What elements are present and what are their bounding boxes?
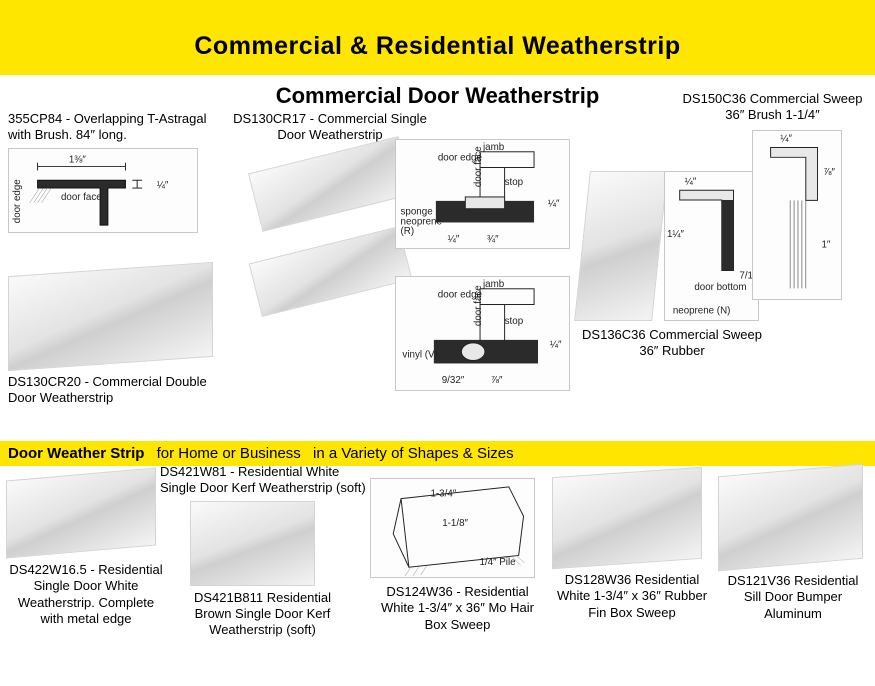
product-ds150c36: DS150C36 Commercial Sweep 36″ Brush 1-1/… [680, 91, 865, 300]
product-label: 355CP84 - Overlapping T-Astragal with Br… [8, 111, 208, 144]
svg-text:vinyl (V): vinyl (V) [402, 350, 437, 361]
product-photo [8, 262, 213, 371]
product-label: DS150C36 Commercial Sweep 36″ Brush 1-1/… [680, 91, 865, 124]
product-photo [248, 136, 413, 232]
svg-text:¼″: ¼″ [548, 199, 560, 210]
product-photo [574, 171, 668, 321]
diagram-ds124w36: 1-3/4″ 1-1/8″ 1/4″ Pile [370, 478, 535, 578]
svg-text:jamb: jamb [482, 142, 505, 153]
svg-text:⅞″: ⅞″ [491, 375, 503, 386]
svg-text:jamb: jamb [482, 279, 505, 290]
product-photo [552, 467, 702, 569]
svg-text:door face: door face [61, 191, 102, 202]
svg-text:¼″: ¼″ [448, 234, 460, 245]
banner-mid: Door Weather Strip for Home or Business … [0, 441, 875, 466]
svg-text:1/4″ Pile: 1/4″ Pile [479, 557, 516, 568]
product-photo [6, 467, 156, 558]
product-label: DS124W36 - Residential White 1-3/4″ x 36… [370, 584, 545, 633]
product-label: DS121V36 Residential Sill Door Bumper Al… [718, 573, 868, 622]
product-ds128w36: DS128W36 Residential White 1-3/4″ x 36″ … [552, 472, 712, 621]
banner-mid-seg3: in a Variety of Shapes & Sizes [313, 445, 514, 462]
product-label: DS136C36 Commercial Sweep 36″ Rubber [582, 327, 762, 360]
product-label: DS421W81 - Residential White Single Door… [160, 464, 375, 497]
product-ds124w36: 1-3/4″ 1-1/8″ 1/4″ Pile DS124W36 - Resid… [370, 478, 545, 633]
svg-text:door edge: door edge [12, 179, 23, 223]
residential-grid: DS422W16.5 - Residential Single Door Whi… [0, 466, 875, 686]
svg-text:stop: stop [505, 316, 524, 327]
diagram-ds130cr17-top: jamb door edge door face stop spongeneop… [395, 139, 570, 249]
page-title: Commercial & Residential Weatherstrip [0, 32, 875, 61]
svg-text:stop: stop [505, 177, 524, 188]
svg-text:1-1/8″: 1-1/8″ [442, 518, 468, 529]
product-ds422w16: DS422W16.5 - Residential Single Door Whi… [6, 474, 166, 627]
product-label: DS128W36 Residential White 1-3/4″ x 36″ … [552, 572, 712, 621]
product-label: DS130CR20 - Commercial Double Door Weath… [8, 374, 218, 407]
product-label: DS421B811 Residential Brown Single Door … [180, 590, 345, 639]
svg-text:1⅜″: 1⅜″ [69, 154, 87, 165]
commercial-grid: 355CP84 - Overlapping T-Astragal with Br… [0, 111, 875, 441]
svg-text:¼″: ¼″ [780, 133, 792, 144]
product-photo [718, 464, 863, 572]
product-photo [190, 501, 315, 586]
svg-text:door face: door face [473, 285, 484, 326]
product-ds121v36: DS121V36 Residential Sill Door Bumper Al… [718, 470, 868, 622]
product-label: DS422W16.5 - Residential Single Door Whi… [6, 562, 166, 627]
product-photo [248, 226, 412, 317]
product-355cp84: 355CP84 - Overlapping T-Astragal with Br… [8, 111, 208, 233]
svg-text:1-3/4″: 1-3/4″ [430, 489, 456, 500]
svg-text:1″: 1″ [821, 239, 830, 250]
svg-text:¾″: ¾″ [487, 234, 499, 245]
banner-mid-seg1: Door Weather Strip [8, 445, 144, 462]
svg-text:9/32″: 9/32″ [442, 375, 465, 386]
product-ds421w81: DS421W81 - Residential White Single Door… [160, 464, 375, 638]
diagram-355cp84: 1⅜″ ¼″ door face door edge [8, 148, 198, 233]
svg-text:(R): (R) [401, 226, 415, 237]
product-ds130cr20: DS130CR20 - Commercial Double Door Weath… [8, 269, 218, 407]
svg-text:neoprene (N): neoprene (N) [673, 306, 731, 317]
svg-text:¼″: ¼″ [157, 180, 169, 191]
svg-text:¼″: ¼″ [550, 340, 562, 351]
banner-top: Commercial & Residential Weatherstrip [0, 0, 875, 75]
svg-text:⅞″: ⅞″ [823, 166, 835, 177]
diagram-ds130cr17-bot: jamb door edge door face stop vinyl (V) … [395, 276, 570, 391]
banner-mid-seg2: for Home or Business [157, 445, 301, 462]
diagram-ds150c36: ¼″ ⅞″ 1″ [752, 130, 842, 300]
